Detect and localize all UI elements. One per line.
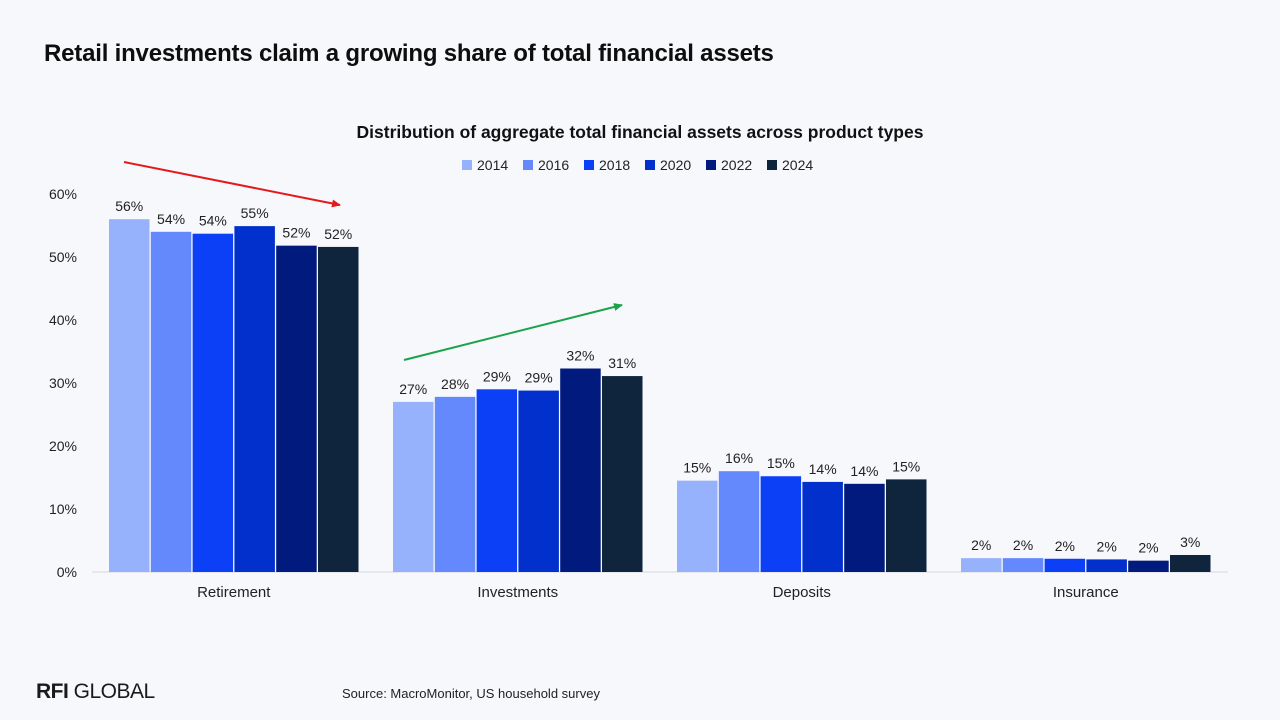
y-tick-label: 0% <box>57 564 77 580</box>
data-label: 15% <box>892 458 920 474</box>
data-label: 16% <box>725 450 753 466</box>
y-tick-label: 40% <box>49 312 77 328</box>
bar-investments-2016 <box>434 396 476 572</box>
source-note: Source: MacroMonitor, US household surve… <box>342 686 600 701</box>
x-axis: Retirement Investments Deposits Insurance <box>197 584 1119 601</box>
data-label: 3% <box>1180 534 1200 550</box>
bar-labels: 56% 54% 54% 55% 52% 52% 27% 28% 29% 29% 32% 31% 15% 1… <box>115 198 1200 555</box>
bar-deposits-2018 <box>760 476 802 572</box>
trend-arrow-up <box>403 303 623 361</box>
logo-global: GLOBAL <box>73 680 156 703</box>
data-label: 15% <box>683 460 711 476</box>
legend-swatch <box>523 160 533 170</box>
legend-label: 2020 <box>660 157 691 173</box>
legend-label: 2022 <box>721 157 752 173</box>
bar-retirement-2022 <box>276 245 317 572</box>
bar-deposits-2024 <box>886 479 927 572</box>
x-tick-label: Deposits <box>773 584 831 601</box>
x-tick-label: Retirement <box>197 584 271 601</box>
data-label: 2% <box>1138 540 1158 556</box>
y-tick-label: 30% <box>49 375 77 391</box>
bar-investments-2014 <box>393 401 434 572</box>
y-axis: 0% 10% 20% 30% 40% 50% 60% <box>49 186 77 580</box>
y-tick-label: 10% <box>49 501 77 517</box>
data-label: 54% <box>157 211 185 227</box>
chart-title: Distribution of aggregate total financia… <box>357 122 924 142</box>
data-label: 29% <box>483 368 511 384</box>
legend-swatch <box>706 160 716 170</box>
bar-investments-2018 <box>476 389 518 572</box>
legend-swatch <box>584 160 594 170</box>
bar-investments-2020 <box>518 390 559 572</box>
x-tick-label: Investments <box>477 584 558 601</box>
page-headline: Retail investments claim a growing share… <box>44 40 774 67</box>
bar-deposits-2016 <box>718 471 760 572</box>
data-label: 32% <box>566 348 594 364</box>
data-label: 28% <box>441 376 469 392</box>
bar-retirement-2016 <box>150 231 192 573</box>
data-label: 14% <box>809 461 837 477</box>
bar-retirement-2014 <box>109 219 150 572</box>
data-label: 55% <box>241 205 269 221</box>
bar-insurance-2018 <box>1044 558 1086 572</box>
bar-retirement-2024 <box>318 246 359 573</box>
chart-legend: 2014 2016 2018 2020 2022 2024 <box>462 157 813 173</box>
legend-swatch <box>645 160 655 170</box>
legend-label: 2024 <box>782 157 813 173</box>
bar-insurance-2024 <box>1170 554 1211 572</box>
data-label: 2% <box>971 537 991 553</box>
data-label: 56% <box>115 198 143 214</box>
bar-insurance-2016 <box>1002 558 1044 572</box>
legend-swatch <box>767 160 777 170</box>
y-tick-label: 20% <box>49 438 77 454</box>
bars <box>109 219 1211 573</box>
data-label: 27% <box>399 381 427 397</box>
bar-insurance-2022 <box>1128 560 1169 572</box>
data-label: 15% <box>767 455 795 471</box>
bar-insurance-2014 <box>961 558 1002 572</box>
data-label: 29% <box>525 370 553 386</box>
x-tick-label: Insurance <box>1053 584 1119 601</box>
data-label: 52% <box>282 225 310 241</box>
y-tick-label: 60% <box>49 186 77 202</box>
rfi-global-logo: RFI GLOBAL <box>36 680 155 704</box>
legend-label: 2016 <box>538 157 569 173</box>
data-label: 54% <box>199 213 227 229</box>
bar-investments-2024 <box>602 376 643 572</box>
data-label: 2% <box>1055 538 1075 554</box>
bar-insurance-2020 <box>1086 559 1127 572</box>
data-label: 2% <box>1097 538 1117 554</box>
data-label: 14% <box>850 463 878 479</box>
legend-label: 2018 <box>599 157 630 173</box>
logo-rfi: RFI <box>36 680 69 703</box>
legend-label: 2014 <box>477 157 508 173</box>
data-label: 52% <box>324 226 352 242</box>
bar-deposits-2014 <box>677 480 718 572</box>
bar-retirement-2018 <box>192 233 234 572</box>
data-label: 2% <box>1013 537 1033 553</box>
legend-swatch <box>462 160 472 170</box>
bar-investments-2022 <box>560 368 601 572</box>
trend-arrow-down <box>123 161 341 208</box>
y-tick-label: 50% <box>49 249 77 265</box>
bar-retirement-2020 <box>234 226 275 572</box>
bar-deposits-2020 <box>802 481 843 572</box>
data-label: 31% <box>608 355 636 371</box>
bar-deposits-2022 <box>844 483 885 572</box>
